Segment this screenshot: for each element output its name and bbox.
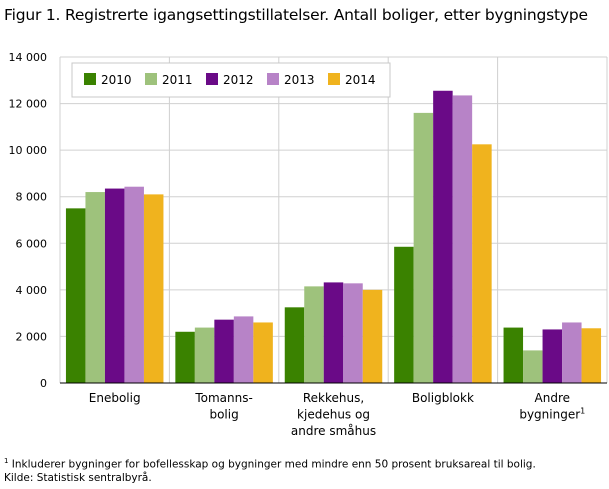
bar-2011-1 (194, 327, 215, 383)
legend-label-2010: 2010 (101, 73, 132, 87)
legend-label-2011: 2011 (162, 73, 193, 87)
bar-2014-4 (581, 328, 602, 383)
bar-2012-1 (214, 319, 234, 383)
bar-2012-3 (433, 90, 453, 383)
bar-2013-4 (562, 322, 582, 383)
category-label: Rekkehus, kjedehus og andre småhus (291, 391, 376, 438)
y-tick-label: 8 000 (16, 191, 48, 204)
category-label: Tomanns-bolig (194, 391, 252, 422)
legend-swatch-2010 (84, 73, 96, 85)
legend-swatch-2013 (267, 73, 279, 85)
legend-swatch-2012 (206, 73, 218, 85)
legend-label-2013: 2013 (284, 73, 315, 87)
bar-2014-3 (472, 144, 492, 383)
category-label: Enebolig (89, 391, 141, 405)
y-tick-label: 14 000 (9, 51, 48, 64)
y-tick-label: 12 000 (9, 98, 48, 111)
footnote-text: Inkluderer bygninger for bofellesskap og… (8, 458, 536, 471)
bar-2010-3 (394, 246, 414, 383)
chart-title: Figur 1. Registrerte igangsettingstillat… (4, 6, 588, 24)
y-tick-label: 4 000 (16, 284, 48, 297)
y-tick-label: 10 000 (9, 144, 48, 157)
bar-2014-0 (143, 194, 164, 383)
bar-2011-0 (85, 192, 105, 383)
bar-2012-4 (542, 329, 563, 383)
legend-label-2012: 2012 (223, 73, 254, 87)
bar-2010-2 (284, 307, 305, 383)
bar-2013-0 (124, 186, 144, 383)
bar-2010-0 (65, 208, 86, 383)
grid-lines (59, 56, 608, 383)
bar-2013-3 (452, 95, 473, 384)
y-tick-label: 0 (40, 377, 47, 390)
y-tick-label: 2 000 (16, 330, 48, 343)
bar-2010-4 (503, 327, 524, 383)
bar-2013-2 (343, 283, 363, 383)
bar-2011-4 (523, 350, 543, 383)
bar-2010-1 (175, 331, 195, 383)
bar-2014-2 (362, 289, 383, 383)
y-axis: 0 2 000 4 000 6 000 8 000 10 000 12 000 14 000 (9, 51, 48, 390)
bar-2014-1 (253, 322, 273, 383)
x-axis: Enebolig Tomanns-bolig Rekkehus, kjedehus o… (60, 382, 607, 438)
category-label: Andre bygninger1 (519, 391, 585, 422)
legend-label-2014: 2014 (345, 73, 376, 87)
legend-swatch-2011 (145, 73, 157, 85)
bar-2013-1 (233, 316, 254, 383)
bar-2011-2 (304, 286, 324, 383)
bars (65, 90, 602, 384)
footnote-source: Kilde: Statistisk sentralbyrå. (4, 472, 152, 484)
category-label: Boligblokk (412, 391, 474, 405)
footnote-note: 1 Inkluderer bygninger for bofellesskap … (4, 457, 536, 471)
bar-2012-2 (323, 282, 344, 383)
legend: 2010 2011 2012 2013 2014 (71, 62, 391, 98)
bar-2012-0 (104, 188, 125, 383)
legend-swatch-2014 (328, 73, 340, 85)
y-tick-label: 6 000 (16, 237, 48, 250)
bar-2011-3 (413, 112, 434, 383)
footnote-mark: 1 (4, 457, 9, 465)
